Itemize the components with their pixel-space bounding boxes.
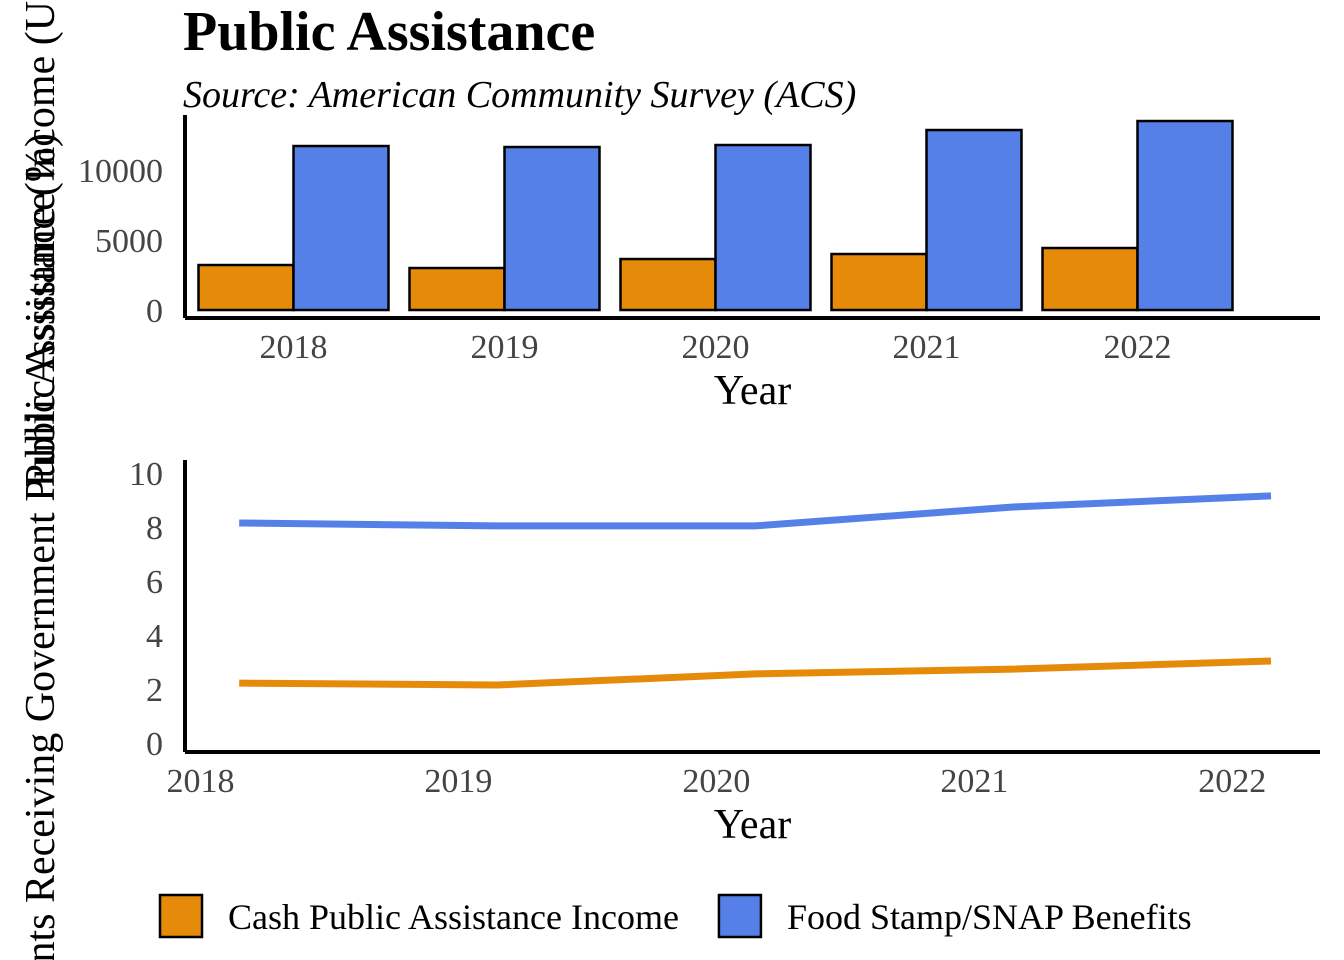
- x-axis-title: Year: [714, 368, 791, 414]
- chart-title: Public Assistance: [183, 1, 595, 63]
- x-tick-label: 2022: [1198, 763, 1266, 800]
- x-tick-label: 2018: [260, 329, 328, 366]
- x-tick-label: 2019: [424, 763, 492, 800]
- bar: [197, 263, 295, 312]
- y-tick-label: 0: [146, 726, 163, 763]
- legend-label: Cash Public Assistance Income: [228, 897, 679, 937]
- y-axis-title: Residents Receiving Government Public As…: [18, 133, 64, 960]
- x-axis-title: Year: [714, 802, 791, 848]
- x-tick-label: 2020: [682, 329, 750, 366]
- y-tick-label: 10000: [78, 153, 163, 190]
- legend-swatch: [158, 893, 204, 939]
- x-tick-label: 2020: [682, 763, 750, 800]
- legend-label: Food Stamp/SNAP Benefits: [787, 897, 1192, 937]
- bar: [925, 128, 1023, 312]
- y-axis-title: Public Assistance Income (US$): [18, 0, 64, 487]
- y-tick-label: 8: [146, 510, 163, 547]
- bar: [1041, 246, 1139, 312]
- y-tick-label: 4: [146, 618, 163, 655]
- chart-subtitle: Source: American Community Survey (ACS): [183, 74, 856, 116]
- x-tick-label: 2019: [471, 329, 539, 366]
- x-tick-label: 2022: [1104, 329, 1172, 366]
- bar: [714, 143, 812, 312]
- y-tick-label: 10: [129, 456, 163, 493]
- y-tick-label: 5000: [95, 223, 163, 260]
- bar: [830, 252, 928, 312]
- y-tick-label: 6: [146, 564, 163, 601]
- y-tick-label: 0: [146, 293, 163, 330]
- legend-swatch: [717, 893, 763, 939]
- bar: [408, 266, 506, 312]
- bar: [292, 144, 390, 312]
- x-tick-label: 2021: [940, 763, 1008, 800]
- bar: [503, 145, 601, 312]
- y-tick-label: 2: [146, 672, 163, 709]
- bar: [619, 257, 717, 312]
- line: [239, 657, 1272, 689]
- line: [239, 492, 1272, 530]
- x-tick-label: 2018: [166, 763, 234, 800]
- bar: [1136, 119, 1234, 312]
- x-tick-label: 2021: [893, 329, 961, 366]
